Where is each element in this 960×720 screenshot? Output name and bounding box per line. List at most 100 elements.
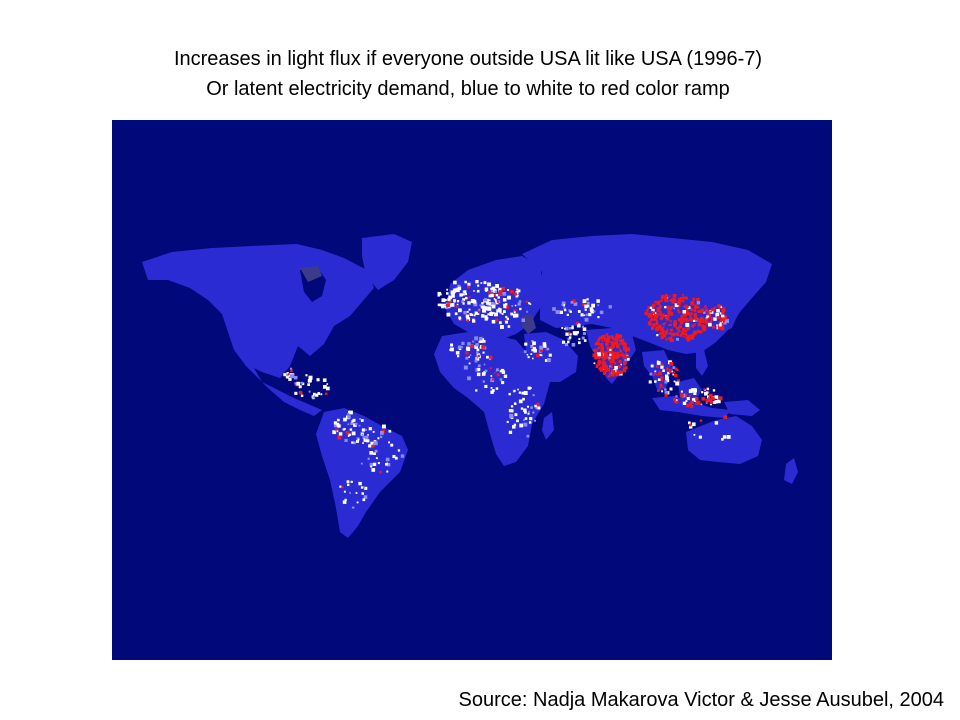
light-dot — [664, 294, 668, 298]
light-dot — [614, 365, 618, 370]
light-dot — [694, 401, 698, 405]
light-dot — [514, 413, 518, 417]
light-dot — [688, 421, 691, 425]
light-dot — [350, 422, 354, 425]
light-dot — [468, 362, 471, 365]
light-dot — [659, 310, 662, 314]
light-dot — [690, 319, 693, 322]
light-dot — [490, 375, 493, 377]
light-dot — [659, 317, 663, 321]
light-dot — [701, 397, 706, 401]
light-dot — [650, 364, 654, 368]
light-dot — [722, 435, 727, 439]
light-dot — [652, 323, 656, 327]
light-dot — [534, 419, 536, 422]
light-dot — [486, 298, 490, 302]
light-dot — [499, 311, 502, 314]
light-dot — [676, 368, 679, 371]
light-dot — [594, 348, 597, 351]
light-dot — [694, 307, 697, 310]
light-dot — [597, 304, 600, 307]
light-dot — [669, 332, 672, 335]
light-dot — [654, 300, 657, 304]
light-dot — [478, 340, 481, 343]
light-dot — [496, 368, 499, 372]
light-dot — [571, 326, 574, 330]
light-dot — [523, 419, 525, 421]
light-dot — [569, 333, 572, 336]
light-dot — [350, 480, 353, 483]
light-dot — [466, 319, 469, 322]
light-dot — [657, 300, 661, 304]
light-dot — [527, 386, 531, 390]
light-dot — [598, 354, 603, 359]
light-dot — [673, 307, 676, 310]
light-dot — [453, 280, 457, 285]
light-dot — [726, 435, 731, 439]
light-dot — [624, 358, 627, 362]
light-dot — [596, 341, 599, 344]
light-dot — [712, 389, 716, 392]
light-dot — [659, 332, 662, 335]
light-dot — [599, 351, 604, 355]
light-dot — [372, 462, 377, 466]
light-dot — [533, 348, 537, 353]
light-dot — [534, 404, 537, 408]
light-dot — [532, 346, 536, 351]
no-data-canada — [300, 266, 322, 282]
light-dot — [691, 398, 696, 402]
light-dot — [703, 388, 706, 391]
light-dot — [669, 311, 674, 316]
light-dot — [485, 308, 488, 311]
light-dot — [672, 298, 676, 303]
light-dot — [701, 319, 705, 323]
light-dot — [283, 373, 287, 377]
light-dot — [596, 348, 599, 351]
light-dot — [483, 281, 487, 285]
light-dot — [511, 305, 514, 307]
light-dot — [495, 387, 499, 390]
light-dot — [565, 332, 569, 336]
light-dot — [723, 315, 728, 320]
light-dot — [621, 354, 625, 358]
light-dot — [662, 334, 667, 338]
light-dot — [477, 367, 481, 371]
light-dot — [566, 313, 569, 316]
light-dot — [617, 355, 620, 358]
light-dot — [582, 332, 586, 335]
light-dot — [697, 401, 701, 404]
light-dot — [491, 319, 496, 324]
light-dot — [362, 436, 366, 440]
light-dot — [379, 470, 382, 474]
light-dot — [723, 415, 728, 419]
light-dot — [685, 322, 690, 327]
light-dot — [611, 344, 616, 349]
light-dot — [685, 309, 688, 312]
light-dot — [595, 365, 599, 368]
light-dot — [499, 378, 503, 381]
light-dot — [483, 308, 486, 311]
light-dot — [599, 366, 601, 368]
light-dot — [444, 299, 447, 302]
light-dot — [506, 420, 509, 423]
light-dot — [693, 388, 697, 393]
light-dot — [658, 324, 662, 329]
light-dot — [720, 306, 723, 308]
light-dot — [351, 441, 354, 444]
light-dot — [437, 294, 440, 297]
light-dot — [296, 381, 301, 386]
light-dot — [705, 398, 710, 403]
light-dot — [669, 320, 672, 323]
light-dot — [359, 418, 362, 420]
light-dot — [669, 362, 674, 366]
light-dot — [610, 355, 614, 359]
light-dot — [607, 375, 610, 378]
light-dot — [666, 328, 669, 331]
light-dot — [487, 313, 490, 316]
light-dot — [688, 327, 691, 330]
light-dot — [346, 480, 350, 484]
light-dot — [477, 364, 481, 368]
light-dot — [461, 300, 465, 304]
light-dot — [669, 323, 672, 326]
light-dot — [588, 312, 592, 317]
